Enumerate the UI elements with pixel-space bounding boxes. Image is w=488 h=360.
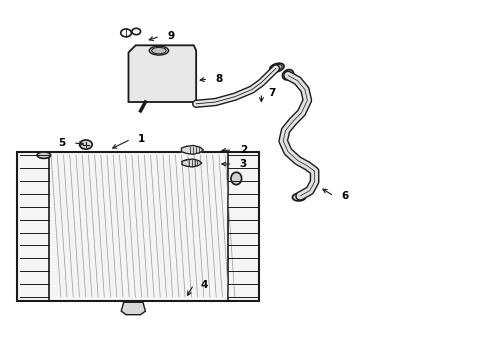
Ellipse shape bbox=[151, 48, 166, 54]
Text: 4: 4 bbox=[201, 280, 208, 289]
Ellipse shape bbox=[269, 63, 284, 72]
Ellipse shape bbox=[230, 172, 241, 185]
Ellipse shape bbox=[37, 152, 51, 158]
Polygon shape bbox=[181, 145, 203, 154]
Ellipse shape bbox=[271, 64, 282, 71]
Text: 2: 2 bbox=[239, 145, 246, 155]
Text: 8: 8 bbox=[215, 74, 223, 84]
Text: 7: 7 bbox=[268, 88, 276, 98]
Polygon shape bbox=[128, 45, 196, 102]
Text: 5: 5 bbox=[58, 138, 65, 148]
Text: 9: 9 bbox=[167, 31, 174, 41]
Text: 3: 3 bbox=[239, 159, 246, 169]
Text: 1: 1 bbox=[138, 134, 145, 144]
Circle shape bbox=[80, 140, 92, 149]
Ellipse shape bbox=[292, 193, 305, 201]
FancyBboxPatch shape bbox=[17, 152, 259, 301]
Polygon shape bbox=[121, 302, 145, 315]
Ellipse shape bbox=[282, 69, 293, 80]
Text: 6: 6 bbox=[341, 191, 348, 201]
Polygon shape bbox=[182, 159, 202, 167]
Ellipse shape bbox=[149, 46, 168, 55]
